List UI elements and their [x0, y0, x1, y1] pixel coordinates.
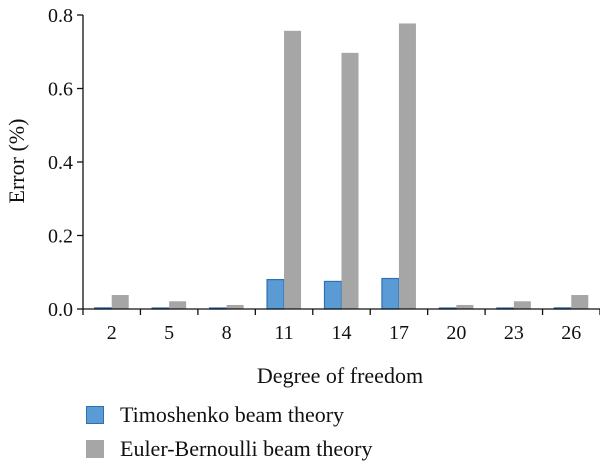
- x-tick-label: 5: [164, 322, 174, 344]
- bar-euler-bernoulli: [226, 304, 244, 309]
- y-tick-label: 0.4: [48, 152, 73, 174]
- bar-euler-bernoulli: [571, 295, 589, 309]
- x-axis-title: Degree of freedom: [257, 363, 423, 388]
- bar-timoshenko: [381, 277, 400, 310]
- x-tick-label: 20: [446, 322, 466, 344]
- bar-euler-bernoulli: [341, 52, 359, 309]
- bar-euler-bernoulli: [169, 301, 187, 309]
- y-tick-label: 0.6: [48, 79, 73, 101]
- bar-euler-bernoulli: [111, 295, 129, 309]
- legend-swatch-euler-bernoulli: [86, 440, 104, 458]
- bar-euler-bernoulli: [456, 304, 474, 309]
- bar-euler-bernoulli: [398, 23, 416, 309]
- x-tick-label: 14: [332, 322, 352, 344]
- bar-euler-bernoulli: [513, 301, 531, 309]
- legend-label-timoshenko: Timoshenko beam theory: [120, 402, 345, 427]
- y-tick-label: 0.8: [48, 5, 73, 27]
- x-axis-ticks: 2 5 8 11 14 17 20 23 26: [82, 309, 600, 344]
- legend: Timoshenko beam theory Euler-Bernoulli b…: [86, 398, 372, 466]
- x-tick-label: 17: [389, 322, 409, 344]
- y-axis-ticks: 0.0 0.2 0.4 0.6 0.8: [48, 5, 83, 321]
- bar-timoshenko: [266, 279, 285, 310]
- bar-euler-bernoulli: [284, 30, 302, 310]
- bars-group: [94, 23, 589, 310]
- x-tick-label: 11: [274, 322, 293, 344]
- legend-item-euler-bernoulli: Euler-Bernoulli beam theory: [86, 432, 372, 466]
- x-tick-label: 8: [222, 322, 232, 344]
- legend-swatch-timoshenko: [86, 406, 104, 424]
- x-tick-label: 2: [107, 322, 117, 344]
- y-axis-title: Error (%): [4, 119, 29, 204]
- legend-item-timoshenko: Timoshenko beam theory: [86, 398, 372, 432]
- x-tick-label: 23: [504, 322, 524, 344]
- y-tick-label: 0.0: [48, 299, 73, 321]
- legend-label-euler-bernoulli: Euler-Bernoulli beam theory: [120, 436, 373, 461]
- bar-timoshenko: [323, 280, 343, 310]
- x-tick-label: 26: [561, 322, 581, 344]
- y-tick-label: 0.2: [48, 226, 73, 248]
